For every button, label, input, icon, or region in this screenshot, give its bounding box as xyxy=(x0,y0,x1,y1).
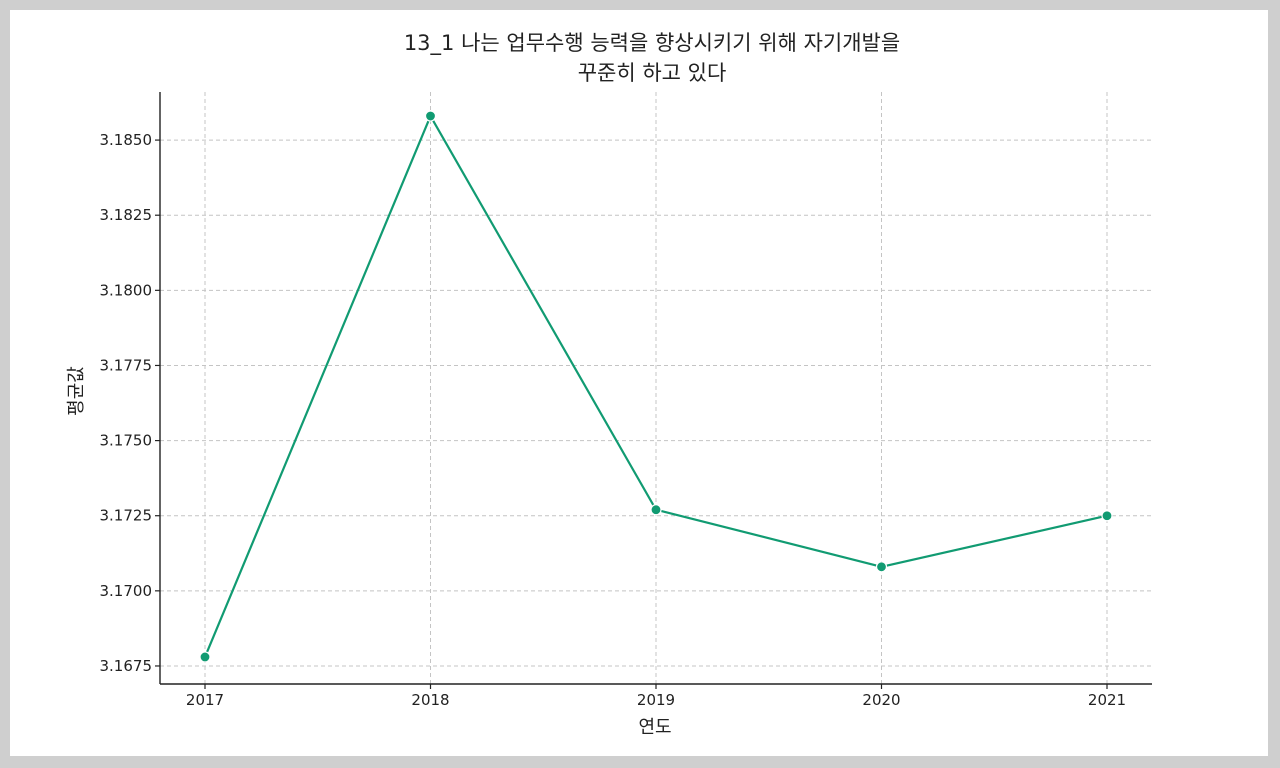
x-tick-label: 2021 xyxy=(1088,691,1126,709)
y-tick-label: 3.1775 xyxy=(100,356,153,374)
chart-title-line-2: 꾸준히 하고 있다 xyxy=(578,61,727,85)
line-chart: 13_1 나는 업무수행 능력을 향상시키기 위해 자기개발을 꾸준히 하고 있… xyxy=(66,31,1152,738)
y-axis-label: 평균값 xyxy=(66,366,87,416)
x-tick-label: 2018 xyxy=(411,691,449,709)
y-tick-label: 3.1725 xyxy=(100,507,153,525)
data-point xyxy=(1101,510,1113,522)
data-point xyxy=(424,110,437,122)
x-tick-label: 2017 xyxy=(186,691,224,709)
y-tick-label: 3.1850 xyxy=(100,131,153,149)
chart-frame: 13_1 나는 업무수행 능력을 향상시키기 위해 자기개발을 꾸준히 하고 있… xyxy=(10,10,1268,756)
y-ticks: 3.1675 3.1700 3.1725 3.1750 3.1775 3.1800 3.18… xyxy=(100,131,160,675)
data-point xyxy=(199,651,211,663)
x-tick-label: 2019 xyxy=(637,691,675,709)
data-point xyxy=(650,504,662,516)
y-tick-label: 3.1700 xyxy=(100,582,153,600)
y-tick-label: 3.1675 xyxy=(100,657,153,675)
x-ticks: 2017 2018 2019 2020 2021 xyxy=(186,684,1126,709)
y-tick-label: 3.1750 xyxy=(100,432,153,450)
chart-title-line-1: 13_1 나는 업무수행 능력을 향상시키기 위해 자기개발을 xyxy=(404,31,900,56)
x-tick-label: 2020 xyxy=(862,691,900,709)
data-point xyxy=(875,561,888,573)
grid xyxy=(160,92,1152,684)
x-axis-label: 연도 xyxy=(638,717,671,738)
y-tick-label: 3.1825 xyxy=(100,206,153,224)
series xyxy=(199,110,1113,663)
y-tick-label: 3.1800 xyxy=(100,281,153,299)
